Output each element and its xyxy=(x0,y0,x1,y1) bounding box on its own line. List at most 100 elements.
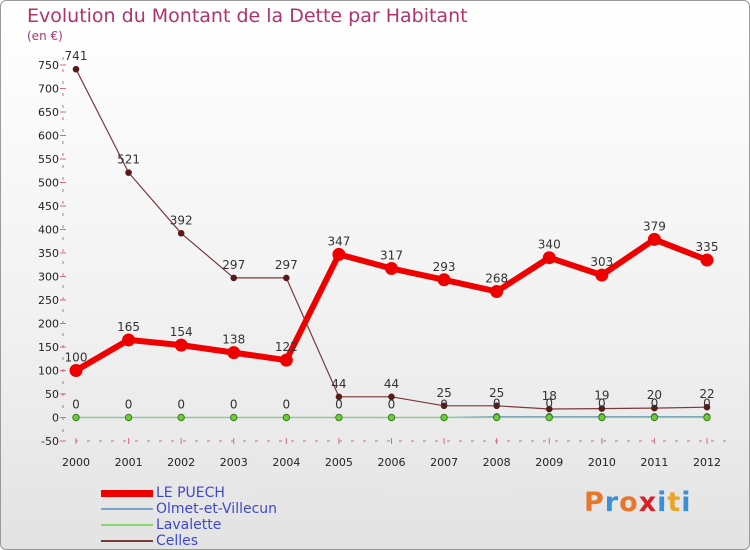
y-tick-label: 100 xyxy=(38,365,59,378)
data-label-le-puech: 335 xyxy=(696,240,719,254)
y-tick-label: 750 xyxy=(38,59,59,72)
data-point-le-puech xyxy=(595,268,609,282)
data-point-lavalette xyxy=(650,413,659,422)
data-label-olmet-et-villecun: 0 xyxy=(177,398,185,412)
y-tick-label: 50 xyxy=(45,388,59,401)
data-point-le-puech xyxy=(69,364,83,377)
data-label-olmet-et-villecun: 0 xyxy=(545,397,553,411)
data-point-celles xyxy=(335,393,343,401)
data-label-celles: 19 xyxy=(594,389,609,403)
data-label-olmet-et-villecun: 0 xyxy=(283,398,291,412)
x-tick-label: 2005 xyxy=(325,456,353,469)
legend-swatch xyxy=(101,540,153,542)
data-point-lavalette xyxy=(598,413,606,422)
legend: LE PUECH Olmet-et-Villecun Lavalette Celles xyxy=(101,485,277,549)
data-label-le-puech: 317 xyxy=(380,249,403,263)
data-label-celles: 44 xyxy=(384,377,399,391)
data-label-olmet-et-villecun: 0 xyxy=(598,397,606,411)
data-label-le-puech: 100 xyxy=(65,351,88,365)
data-label-celles: 297 xyxy=(222,258,245,272)
data-label-olmet-et-villecun: 0 xyxy=(335,398,343,412)
data-label-olmet-et-villecun: 0 xyxy=(230,398,238,412)
legend-item: Celles xyxy=(101,533,277,549)
x-tick-label: 2012 xyxy=(693,456,721,469)
chart-title: Evolution du Montant de la Dette par Hab… xyxy=(27,5,468,27)
data-label-olmet-et-villecun: 0 xyxy=(125,398,133,412)
x-tick-label: 2008 xyxy=(483,456,511,469)
data-label-le-puech: 303 xyxy=(590,255,613,269)
data-label-le-puech: 347 xyxy=(327,234,350,248)
legend-item: Olmet-et-Villecun xyxy=(101,501,277,517)
data-label-celles: 392 xyxy=(170,213,193,227)
data-label-le-puech: 122 xyxy=(275,340,298,354)
x-tick-label: 2002 xyxy=(167,456,195,469)
data-point-celles xyxy=(651,404,658,412)
data-point-le-puech xyxy=(647,232,661,246)
legend-label: Celles xyxy=(156,533,199,549)
data-point-le-puech xyxy=(700,253,714,267)
data-point-le-puech xyxy=(122,333,136,347)
data-point-celles xyxy=(388,393,395,401)
data-point-celles xyxy=(230,274,238,282)
data-point-celles xyxy=(72,65,80,73)
data-point-le-puech xyxy=(174,338,188,352)
data-label-celles: 297 xyxy=(275,258,298,272)
data-point-celles xyxy=(177,229,185,237)
y-unit-label: (en €) xyxy=(27,29,63,43)
brand-logo: Proxiti xyxy=(584,487,692,518)
brand-letter: P xyxy=(584,487,605,518)
brand-letter: t xyxy=(667,487,682,518)
legend-label: Lavalette xyxy=(156,517,222,533)
data-point-lavalette xyxy=(177,413,185,422)
data-label-le-puech: 165 xyxy=(117,320,140,334)
legend-swatch xyxy=(101,489,153,497)
legend-item: Lavalette xyxy=(101,517,277,533)
data-label-celles: 44 xyxy=(331,377,346,391)
y-tick-label: 500 xyxy=(38,177,59,190)
y-tick-label: 550 xyxy=(38,153,59,166)
y-tick-label: 450 xyxy=(38,200,59,213)
data-point-lavalette xyxy=(282,413,291,422)
data-point-le-puech xyxy=(542,251,556,265)
data-point-lavalette xyxy=(387,413,396,422)
data-label-olmet-et-villecun: 0 xyxy=(388,398,396,412)
data-label-le-puech: 340 xyxy=(538,238,561,252)
data-point-lavalette xyxy=(335,413,343,422)
data-point-lavalette xyxy=(230,413,238,422)
brand-letter: x xyxy=(638,487,658,518)
data-point-celles xyxy=(283,274,290,282)
legend-item: LE PUECH xyxy=(101,485,277,501)
legend-label: LE PUECH xyxy=(156,485,225,501)
y-tick-label: 200 xyxy=(38,318,59,331)
data-point-le-puech xyxy=(332,247,346,261)
y-tick-label: 150 xyxy=(38,341,59,354)
brand-letter: i xyxy=(657,487,668,518)
brand-letter: i xyxy=(681,487,692,518)
y-tick-label: 350 xyxy=(38,247,59,260)
data-label-olmet-et-villecun: 0 xyxy=(440,398,448,412)
data-point-lavalette xyxy=(492,413,501,422)
x-tick-label: 2007 xyxy=(430,456,458,469)
data-label-celles: 18 xyxy=(542,389,557,403)
data-point-celles xyxy=(440,402,448,410)
data-point-le-puech xyxy=(490,285,504,299)
y-tick-label: 300 xyxy=(38,271,59,284)
x-tick-label: 2000 xyxy=(62,456,90,469)
data-point-lavalette xyxy=(703,413,711,422)
data-point-celles xyxy=(703,403,711,411)
x-tick-label: 2004 xyxy=(272,456,300,469)
data-label-le-puech: 379 xyxy=(643,219,666,233)
data-label-le-puech: 293 xyxy=(433,260,456,274)
y-tick-label: 650 xyxy=(38,106,59,119)
data-label-celles: 25 xyxy=(436,386,451,400)
data-point-le-puech xyxy=(227,346,241,360)
data-point-lavalette xyxy=(440,413,448,422)
data-label-celles: 20 xyxy=(647,388,662,402)
data-point-lavalette xyxy=(72,413,80,422)
data-label-le-puech: 154 xyxy=(170,325,193,339)
brand-letter: o xyxy=(619,487,639,518)
legend-label: Olmet-et-Villecun xyxy=(156,501,278,517)
brand-letter: r xyxy=(604,487,620,518)
legend-swatch xyxy=(101,508,153,510)
